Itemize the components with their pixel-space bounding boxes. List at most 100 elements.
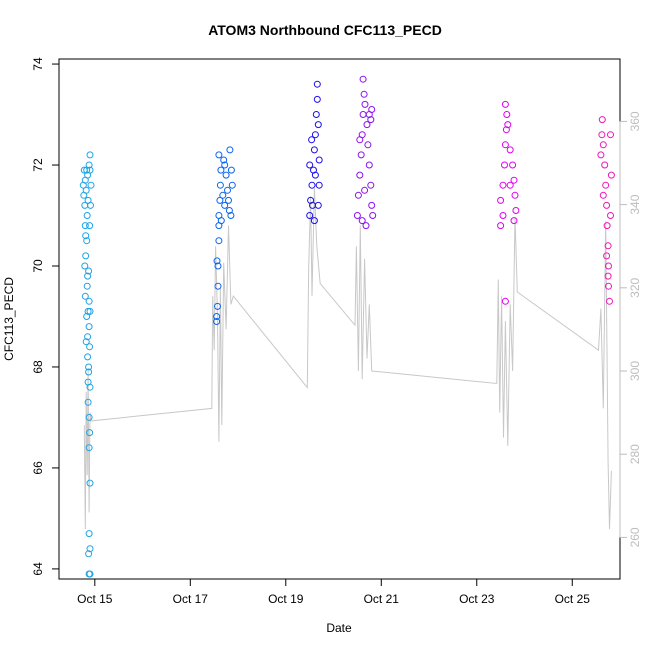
data-point: [353, 212, 361, 219]
data-point: [85, 368, 93, 376]
x-tick-label: Oct 25: [555, 592, 591, 606]
data-point: [86, 545, 94, 553]
data-point: [368, 201, 376, 209]
x-tick-label: Oct 23: [459, 592, 495, 606]
data-point: [503, 111, 511, 118]
data-point: [510, 176, 518, 184]
x-axis-label: Date: [326, 621, 352, 635]
data-point: [85, 267, 93, 275]
data-point: [81, 222, 89, 230]
data-point: [228, 181, 236, 189]
data-point: [221, 201, 229, 209]
data-point: [313, 80, 321, 88]
x-tick-label: Oct 15: [77, 592, 113, 606]
data-point: [86, 307, 94, 315]
data-point: [85, 363, 93, 371]
data-point: [219, 191, 227, 199]
data-point: [599, 141, 607, 149]
data-point: [502, 126, 510, 134]
data-point: [607, 171, 615, 179]
data-point: [599, 191, 607, 199]
x-tick-label: Oct 17: [173, 592, 209, 606]
data-point: [504, 121, 512, 129]
data-point: [501, 297, 509, 305]
data-point: [227, 212, 235, 219]
data-point: [356, 136, 364, 144]
data-point: [83, 237, 91, 245]
data-point: [213, 318, 221, 325]
data-point: [83, 282, 91, 290]
data-point: [359, 75, 367, 83]
data-point: [315, 156, 323, 164]
data-point: [83, 313, 91, 320]
plot-frame: [58, 58, 621, 580]
data-point: [361, 186, 369, 194]
data-point: [358, 217, 366, 225]
data-point: [364, 141, 372, 149]
data-point: [82, 252, 90, 260]
y2-tick-label: 260: [628, 527, 642, 547]
data-point: [82, 232, 90, 240]
y-tick-label: 66: [31, 461, 45, 475]
data-point: [499, 212, 507, 219]
data-point: [603, 222, 611, 230]
data-point: [217, 217, 225, 225]
data-point: [511, 191, 519, 199]
data-point: [506, 181, 514, 189]
data-point: [86, 570, 94, 578]
series-1: [213, 146, 236, 325]
data-point: [367, 181, 375, 189]
data-point: [354, 191, 362, 199]
series-3: [353, 75, 377, 230]
x-tick-label: Oct 19: [268, 592, 304, 606]
data-point: [86, 429, 94, 437]
data-point: [313, 95, 321, 103]
secondary-line: [83, 187, 612, 530]
data-point: [309, 201, 316, 209]
data-point: [213, 313, 221, 320]
data-point: [306, 212, 314, 219]
data-point: [362, 222, 370, 230]
data-point: [369, 212, 377, 219]
y2-tick-label: 300: [628, 361, 642, 381]
data-point: [85, 530, 93, 538]
data-point: [222, 171, 230, 179]
data-point: [213, 257, 221, 265]
data-point: [84, 398, 92, 406]
data-point: [86, 222, 94, 230]
data-point: [85, 297, 93, 305]
data-point: [215, 151, 223, 159]
data-point: [509, 161, 517, 169]
data-point: [82, 338, 90, 346]
data-point: [226, 146, 234, 154]
data-point: [360, 90, 368, 98]
data-point: [225, 196, 232, 204]
y2-tick-label: 280: [628, 444, 642, 464]
data-point: [606, 297, 613, 305]
y-tick-label: 68: [31, 360, 45, 374]
data-point: [603, 252, 611, 260]
data-point: [315, 181, 323, 189]
secondary-series-line: [83, 187, 612, 530]
data-point: [310, 217, 318, 225]
data-point: [86, 343, 94, 351]
data-point: [367, 116, 375, 124]
data-point: [225, 207, 233, 214]
data-point: [215, 237, 223, 245]
series-0: [79, 151, 95, 578]
data-point: [497, 222, 505, 230]
data-point: [597, 151, 605, 159]
data-point: [501, 141, 509, 149]
data-point: [604, 272, 612, 280]
data-point: [510, 217, 518, 225]
data-point: [314, 121, 322, 129]
y-axis: 64 66 68 70 72 74: [31, 57, 59, 576]
data-point: [214, 282, 222, 290]
y-tick-label: 72: [31, 158, 45, 172]
data-point: [361, 100, 369, 108]
data-point: [227, 166, 235, 174]
data-point: [86, 151, 94, 159]
data-point: [357, 151, 365, 159]
data-point: [224, 186, 231, 194]
